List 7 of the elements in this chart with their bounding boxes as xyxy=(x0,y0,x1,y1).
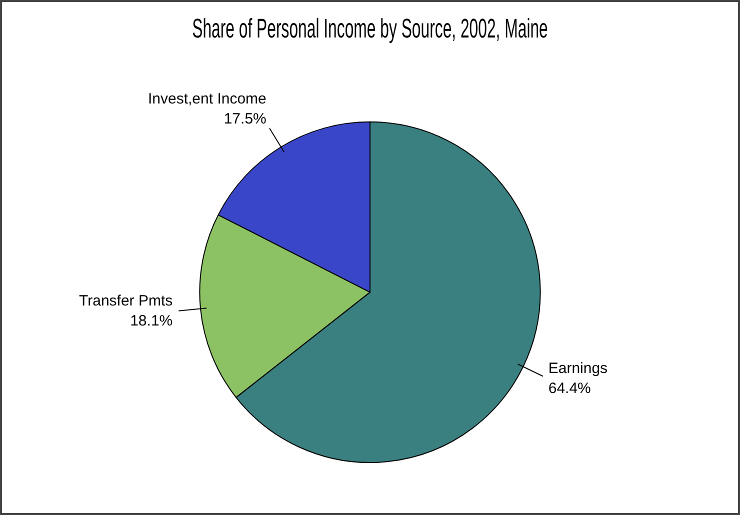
data-label: 64.4% xyxy=(548,380,591,398)
data-label: 17.5% xyxy=(224,110,266,128)
slice-label: Invest,ent Income xyxy=(148,90,266,108)
chart-title: Share of Personal Income by Source, 2002, Maine xyxy=(192,13,548,44)
slice-label: Earnings xyxy=(548,360,608,378)
slice-label: Transfer Pmts xyxy=(79,292,173,310)
data-label: 18.1% xyxy=(130,312,173,330)
